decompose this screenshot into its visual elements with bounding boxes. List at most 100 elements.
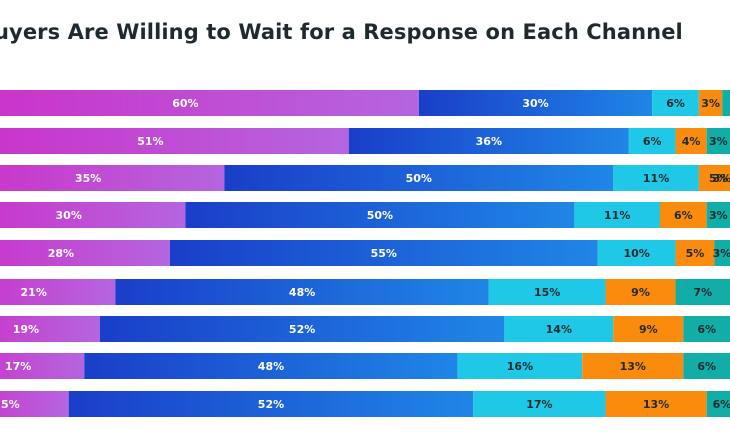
bar-segment-seg-4 xyxy=(605,279,676,305)
bar-segment-seg-4 xyxy=(659,202,707,228)
bar-segment-seg-2 xyxy=(169,240,598,266)
bar-segment-seg-4 xyxy=(675,128,707,154)
bar-segment-seg-2 xyxy=(115,279,489,305)
bar-data-label: 3% xyxy=(713,247,730,260)
bar-row: 21% 48% 15% 9% 7% xyxy=(0,279,730,305)
bar-data-label: 3% xyxy=(709,209,728,222)
bar-segment-seg-5 xyxy=(722,90,730,116)
bar-segment-seg-2 xyxy=(185,202,575,228)
bar-data-label: 30% xyxy=(56,209,82,222)
bar-data-label: 3% xyxy=(709,135,728,148)
bar-segment-seg-1 xyxy=(0,165,225,191)
bar-data-label: 14% xyxy=(546,323,572,336)
bar-segment-seg-1 xyxy=(0,316,100,342)
bar-row: 51% 36% 6% 4% 3% xyxy=(0,128,730,154)
bar-data-label: 28% xyxy=(48,247,74,260)
bar-data-label: 3% xyxy=(701,97,720,110)
bar-data-label: 13% xyxy=(643,398,669,411)
bar-data-label: 55% xyxy=(371,247,397,260)
chart-title: uyers Are Willing to Wait for a Response… xyxy=(0,20,683,44)
bar-segment-seg-5 xyxy=(714,240,730,266)
bar-data-label: 6% xyxy=(643,135,662,148)
bar-data-label: 52% xyxy=(258,398,284,411)
bar-segment-seg-3 xyxy=(574,202,660,228)
bar-data-label: 16% xyxy=(507,360,533,373)
bars-group: 60% 30% 6% 3%51% 36% 6% 4% 3%35% 50% 11% 5%3%30% 50… xyxy=(0,90,730,417)
bar-data-label: 9% xyxy=(639,323,658,336)
bar-data-label: 60% xyxy=(172,97,198,110)
bar-data-label: 6% xyxy=(697,323,716,336)
bar-segment-seg-3 xyxy=(488,279,606,305)
bar-segment-seg-1 xyxy=(0,391,69,417)
bar-data-label: 6% xyxy=(697,360,716,373)
bar-data-label: 36% xyxy=(476,135,502,148)
bar-data-label: 7% xyxy=(693,286,712,299)
bar-data-label: 30% xyxy=(522,97,548,110)
bar-data-label: 17% xyxy=(526,398,552,411)
bar-segment-seg-2 xyxy=(99,316,505,342)
bar-data-label: 3% xyxy=(713,172,730,185)
bar-segment-seg-2 xyxy=(418,90,653,116)
bar-data-label: 5% xyxy=(686,247,705,260)
bar-segment-seg-2 xyxy=(348,128,629,154)
bar-segment-seg-1 xyxy=(0,90,419,116)
bar-data-label: 4% xyxy=(682,135,701,148)
bar-segment-seg-1 xyxy=(0,353,85,379)
bar-data-label: 10% xyxy=(623,247,649,260)
bar-segment-seg-5 xyxy=(706,391,730,417)
bar-data-label: 52% xyxy=(289,323,315,336)
bar-data-label: 48% xyxy=(258,360,284,373)
bar-segment-seg-5 xyxy=(683,316,730,342)
bar-data-label: 6% xyxy=(713,398,730,411)
bar-segment-seg-3 xyxy=(504,316,614,342)
bar-segment-seg-4 xyxy=(613,316,684,342)
bar-segment-seg-3 xyxy=(628,128,676,154)
bar-data-label: 21% xyxy=(21,286,47,299)
bar-segment-seg-5 xyxy=(683,353,730,379)
bar-data-label: 6% xyxy=(674,209,693,222)
bar-segment-seg-4 xyxy=(698,165,730,191)
bar-segment-seg-2 xyxy=(68,391,474,417)
bar-segment-seg-5 xyxy=(706,128,730,154)
bar-data-label: 6% xyxy=(666,97,685,110)
bar-segment-seg-4 xyxy=(582,353,684,379)
bar-row: 19% 52% 14% 9% 6% xyxy=(0,316,730,342)
bar-segment-seg-3 xyxy=(613,165,699,191)
bar-row: 17% 48% 16% 13% 6% xyxy=(0,353,730,379)
bar-row: 28% 55% 10% 5% 3% xyxy=(0,240,730,266)
bar-segment-seg-4 xyxy=(605,391,707,417)
bar-data-label: 13% xyxy=(620,360,646,373)
bar-row: 35% 50% 11% 5%3% xyxy=(0,165,730,191)
bar-data-label: 48% xyxy=(289,286,315,299)
bar-data-label: 19% xyxy=(13,323,39,336)
bar-segment-seg-5 xyxy=(706,202,730,228)
bar-data-label: 17% xyxy=(5,360,31,373)
bar-data-label: 5% xyxy=(1,398,20,411)
bar-segment-seg-3 xyxy=(473,391,606,417)
bar-data-label: 11% xyxy=(604,209,630,222)
bar-data-label: 15% xyxy=(534,286,560,299)
bar-segment-seg-1 xyxy=(0,240,170,266)
bar-segment-seg-4 xyxy=(698,90,723,116)
bar-row: 5% 52% 17% 13% 6% xyxy=(0,391,730,417)
bar-segment-seg-5 xyxy=(675,279,730,305)
bar-segment-seg-3 xyxy=(597,240,676,266)
bar-segment-seg-3 xyxy=(457,353,583,379)
bar-data-label: 5% xyxy=(709,172,728,185)
bar-row: 60% 30% 6% 3% xyxy=(0,90,730,116)
bar-data-label: 35% xyxy=(75,172,101,185)
bar-segment-seg-1 xyxy=(0,202,186,228)
bar-segment-seg-2 xyxy=(84,353,458,379)
bar-data-label: 50% xyxy=(367,209,393,222)
bar-segment-seg-1 xyxy=(0,128,349,154)
bar-data-label: 50% xyxy=(406,172,432,185)
bar-data-label: 51% xyxy=(137,135,163,148)
bar-data-label: 9% xyxy=(631,286,650,299)
bar-segment-seg-1 xyxy=(0,279,116,305)
bar-segment-seg-2 xyxy=(224,165,614,191)
bar-row: 30% 50% 11% 6% 3% xyxy=(0,202,730,228)
bar-segment-seg-4 xyxy=(675,240,715,266)
bar-segment-seg-3 xyxy=(652,90,699,116)
bar-data-label: 11% xyxy=(643,172,669,185)
